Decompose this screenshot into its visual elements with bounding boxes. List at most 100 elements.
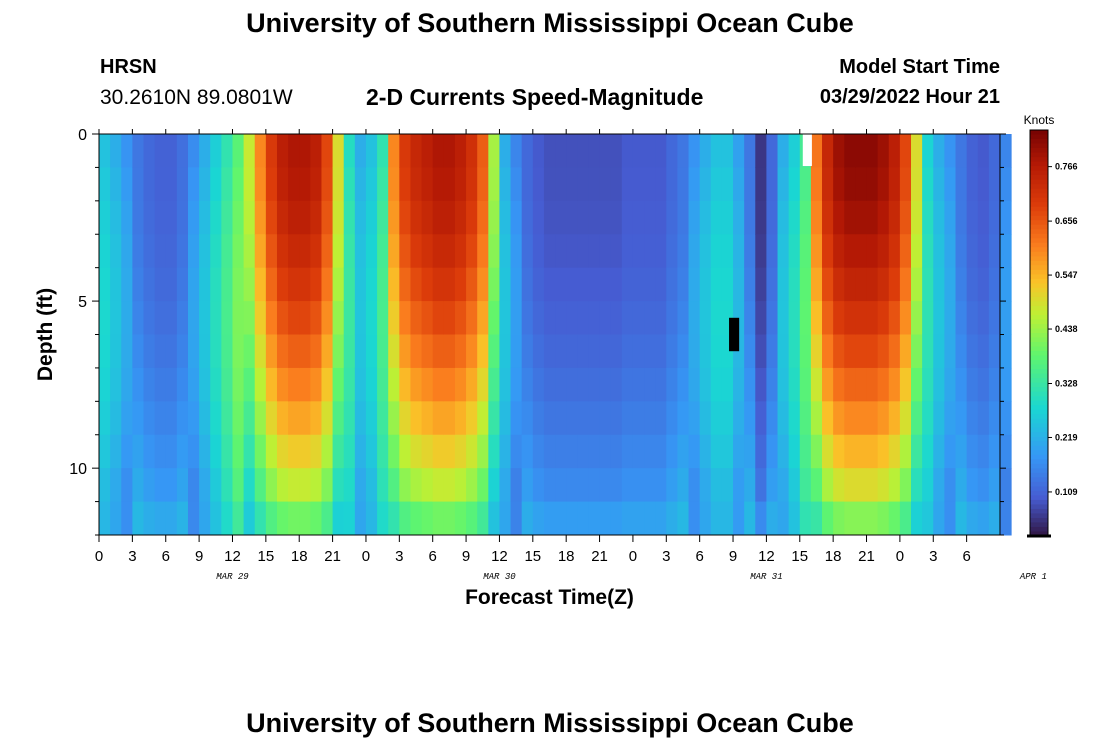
heatmap-cell [866, 401, 879, 436]
heatmap-cell [410, 234, 423, 269]
heatmap-cell [365, 234, 378, 269]
heatmap-cell [899, 367, 912, 402]
heatmap-cell [833, 468, 845, 503]
colorbar-segment [1030, 513, 1048, 519]
heatmap-cell [822, 367, 834, 402]
heatmap-cell [354, 434, 367, 469]
heatmap-cell [199, 334, 211, 369]
colorbar-segment [1030, 179, 1048, 185]
heatmap-cell [621, 234, 634, 269]
colorbar-segment [1030, 170, 1048, 176]
heatmap-cell [221, 468, 233, 503]
heatmap-cell [199, 234, 211, 269]
heatmap-cell [265, 200, 278, 235]
heatmap-cell [321, 434, 334, 469]
heatmap-cell [176, 234, 189, 269]
heatmap-cell [644, 301, 656, 335]
heatmap-cell [121, 434, 133, 469]
heatmap-cell [132, 134, 144, 168]
heatmap-cell [966, 501, 979, 536]
heatmap-cell [944, 301, 956, 335]
heatmap-cell [110, 434, 122, 469]
x-tick-label: 6 [695, 548, 703, 565]
heatmap-cell [210, 267, 222, 302]
heatmap-cell [521, 434, 534, 469]
heatmap-cell [688, 434, 701, 469]
heatmap-cell [710, 167, 723, 202]
colorbar-segment [1030, 134, 1048, 140]
heatmap-cell [610, 401, 623, 436]
heatmap-cell [744, 234, 756, 269]
heatmap-cell [688, 301, 701, 335]
heatmap-cell [977, 468, 990, 503]
heatmap-cell [911, 434, 923, 469]
heatmap-cell [199, 267, 211, 302]
heatmap-cell [221, 234, 233, 269]
heatmap-cell [833, 301, 845, 335]
heatmap-cell [822, 468, 834, 503]
heatmap-cell [588, 367, 601, 402]
heatmap-cell [254, 367, 267, 402]
heatmap-cell [276, 301, 289, 335]
heatmap-cell [844, 134, 856, 168]
heatmap-cell [621, 200, 634, 235]
heatmap-cell [744, 501, 756, 536]
heatmap-cell [210, 234, 222, 269]
heatmap-cell [988, 401, 1001, 436]
heatmap-cell [288, 401, 300, 436]
heatmap-cell [288, 134, 300, 168]
heatmap-cell [488, 200, 500, 235]
heatmap-cell [610, 167, 623, 202]
heatmap-cell [899, 167, 912, 202]
heatmap-cell [799, 367, 812, 402]
heatmap-cell [888, 401, 901, 436]
heatmap-cell [243, 434, 256, 469]
heatmap-cell [988, 134, 1001, 168]
heatmap-cell [521, 267, 534, 302]
heatmap-cell [443, 167, 456, 202]
heatmap-cell [454, 167, 467, 202]
heatmap-cell [321, 334, 334, 369]
heatmap-cell [421, 234, 434, 269]
heatmap-cell [1000, 134, 1012, 168]
station-coordinates: 30.2610N 89.0801W [100, 86, 293, 109]
colorbar-segment [1030, 405, 1048, 411]
colorbar-segment [1030, 387, 1048, 393]
heatmap-cell [566, 367, 578, 402]
heatmap-cell [822, 301, 834, 335]
heatmap-cell [510, 167, 523, 202]
heatmap-cell [644, 134, 656, 168]
heatmap-cell [577, 167, 589, 202]
heatmap-cell [788, 334, 801, 369]
colorbar-segment [1030, 486, 1048, 492]
heatmap-cell [977, 401, 990, 436]
heatmap-cell [710, 134, 723, 168]
heatmap-cell [343, 267, 356, 302]
colorbar-segment [1030, 445, 1048, 451]
main-title: University of Southern Mississippi Ocean… [246, 8, 854, 38]
heatmap-cell [99, 334, 111, 369]
heatmap-cell [499, 401, 512, 436]
heatmap-cell [610, 334, 623, 369]
heatmap-cell [988, 334, 1001, 369]
heatmap-cell [899, 401, 912, 436]
heatmap-cell [187, 234, 200, 269]
heatmap-cell [755, 167, 767, 202]
heatmap-cell [499, 267, 512, 302]
heatmap-cell [844, 501, 856, 536]
heatmap-cell [922, 367, 934, 402]
heatmap-cell [911, 267, 923, 302]
heatmap-cell [610, 267, 623, 302]
heatmap-cell [354, 401, 367, 436]
heatmap-cell [1000, 234, 1012, 269]
heatmap-cell [610, 434, 623, 469]
heatmap-cell [99, 301, 111, 335]
heatmap-cell [988, 167, 1001, 202]
heatmap-cell [488, 501, 500, 536]
colorbar-segment [1030, 490, 1048, 496]
heatmap-cell [488, 334, 500, 369]
heatmap-cell [254, 134, 267, 168]
heatmap-cell [866, 200, 879, 235]
heatmap-cell [922, 468, 934, 503]
heatmap-cell [721, 434, 734, 469]
